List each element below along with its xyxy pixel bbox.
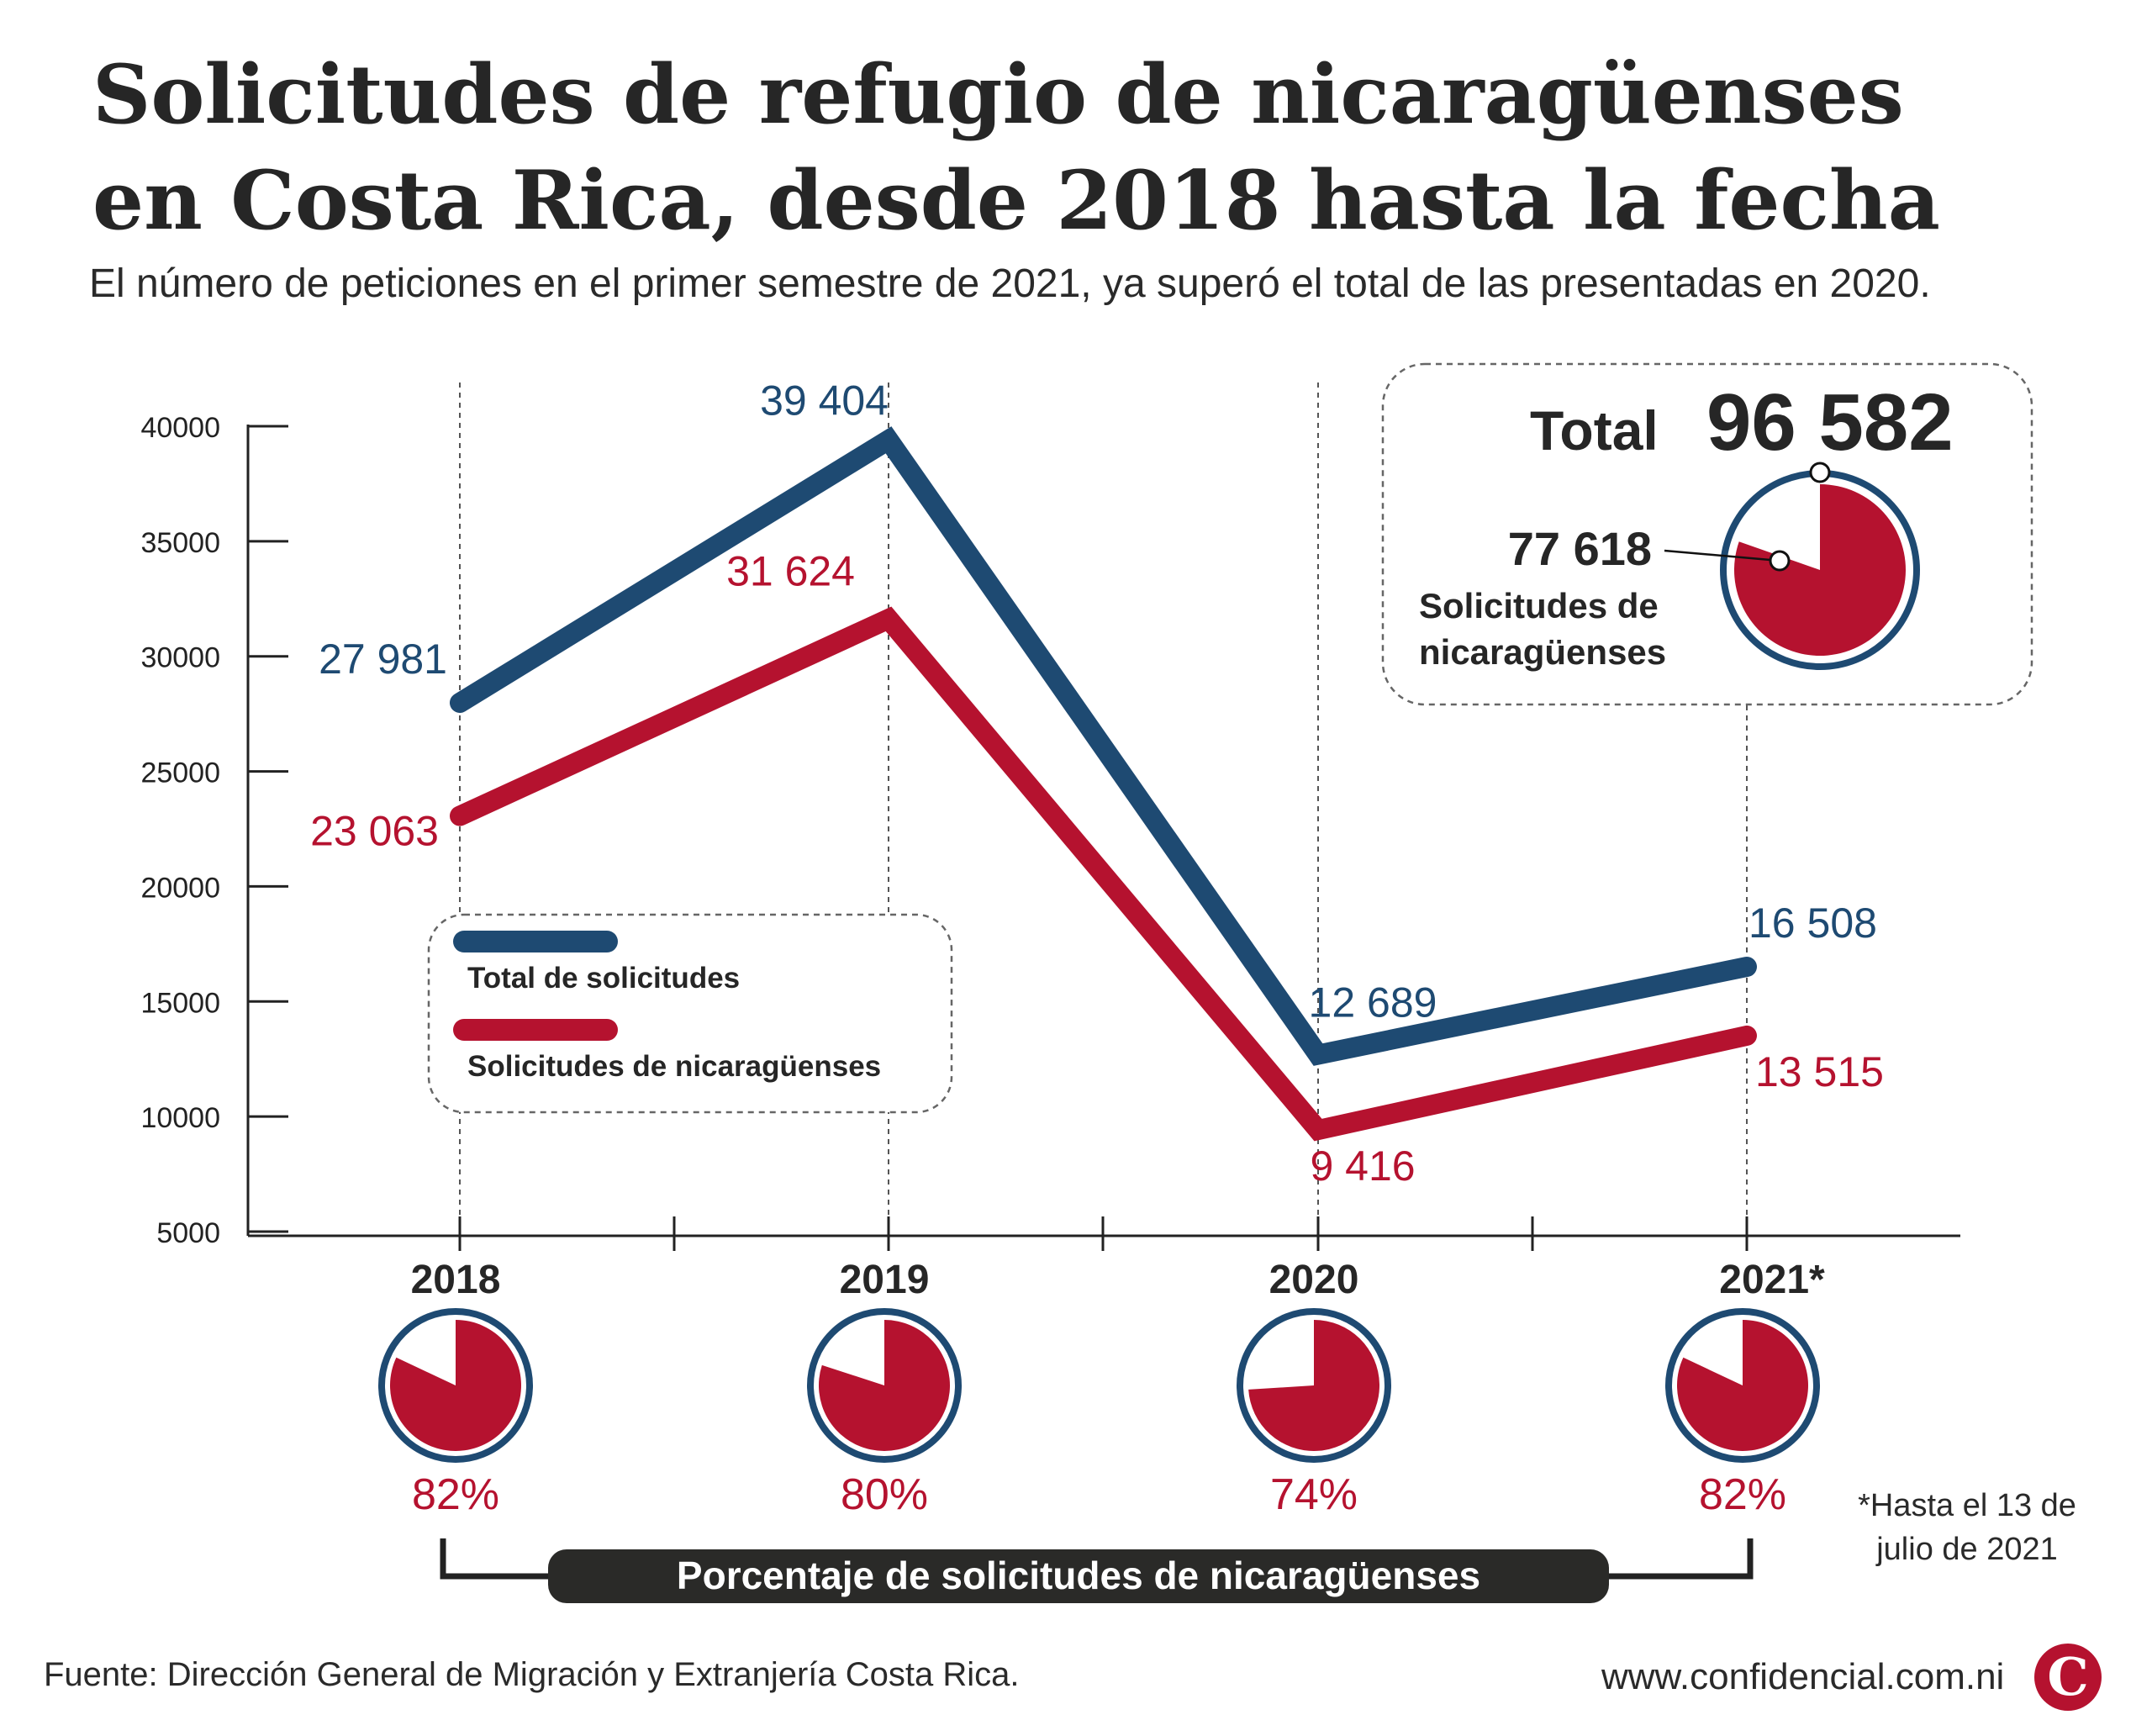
y-tick-label: 20000: [140, 872, 220, 904]
percentage-caption: Porcentaje de solicitudes de nicaragüens…: [677, 1554, 1480, 1597]
brand-logo: C: [2034, 1644, 2102, 1711]
percentage-pies: 82% 80% 74% 82%: [378, 1308, 1820, 1519]
percentage-bracket: Porcentaje de solicitudes de nicaragüens…: [440, 1538, 1754, 1603]
total-value: 96 582: [1706, 377, 1954, 467]
year-label: 2021*: [1719, 1258, 1825, 1302]
point-label: 13 515: [1755, 1048, 1884, 1095]
nica-total-label: Solicitudes de: [1419, 586, 1659, 625]
legend: Total de solicitudes Solicitudes de nicar…: [427, 913, 953, 1114]
y-tick-label: 35000: [140, 527, 220, 559]
y-tick-label: 30000: [140, 642, 220, 674]
percentage-label: 82%: [412, 1470, 499, 1519]
pie-slice: [1248, 1320, 1379, 1452]
chart-title: Solicitudes de refugio de nicaragüenses …: [92, 47, 1940, 248]
point-label: 16 508: [1748, 900, 1877, 947]
pie-slice: [1734, 484, 1906, 656]
footnote-line: *Hasta el 13 de: [1858, 1488, 2076, 1523]
percentage-pie: [1665, 1308, 1820, 1463]
legend-label: Total de solicitudes: [467, 962, 740, 995]
y-tick-label: 25000: [140, 757, 220, 789]
total-pie: [1720, 470, 1920, 670]
percentage-label: 82%: [1699, 1470, 1786, 1519]
callout-line: [1664, 549, 1780, 562]
footnote: *Hasta el 13 de julio de 2021: [1828, 1484, 2106, 1571]
pie-slice: [389, 1320, 521, 1452]
series-line: [450, 606, 1757, 1142]
y-tick-label: 40000: [140, 412, 220, 444]
point-label: 23 063: [310, 808, 439, 855]
total-label: Total: [1530, 399, 1659, 462]
source-note: Fuente: Dirección General de Migración y…: [44, 1656, 1020, 1693]
series-line: [450, 426, 1757, 1066]
percentage-label: 74%: [1270, 1470, 1358, 1519]
pie-slice: [1677, 1320, 1808, 1452]
series-lines: [450, 426, 1757, 1142]
legend-label: Solicitudes de nicaragüenses: [467, 1050, 881, 1083]
point-labels: 27 981 39 404 12 689 16 508 23 063 31 624 9 41…: [310, 377, 1884, 1190]
y-tick-label: 15000: [140, 987, 220, 1019]
legend-box: [427, 913, 953, 1114]
total-box: Total 96 582 77 618 Solicitudes de nicaragüe…: [1381, 362, 2033, 706]
website-link[interactable]: www.confidencial.com.ni: [1601, 1656, 2005, 1697]
point-label: 12 689: [1309, 979, 1437, 1026]
year-label: 2019: [840, 1258, 930, 1302]
year-label: 2018: [411, 1258, 501, 1302]
callout-dot: [1769, 550, 1791, 572]
y-tick-label: 5000: [156, 1217, 220, 1249]
nica-total-label: nicaragüenses: [1419, 632, 1666, 672]
percentage-pie: [378, 1308, 533, 1463]
chart-subtitle: El número de peticiones en el primer sem…: [89, 261, 1931, 306]
year-label: 2020: [1269, 1258, 1359, 1302]
percentage-pie: [807, 1308, 962, 1463]
point-label: 31 624: [726, 547, 855, 594]
y-tick-label: 10000: [140, 1102, 220, 1134]
pie-slice: [819, 1320, 951, 1451]
percentage-label: 80%: [841, 1470, 928, 1519]
point-label: 27 981: [319, 636, 447, 683]
point-label: 39 404: [760, 377, 889, 424]
callout-dot: [1809, 462, 1831, 483]
nica-total-value: 77 618: [1508, 522, 1652, 575]
axes: 5000 10000 15000 20000 25000 30000 35000 40000: [140, 412, 1960, 1251]
footnote-line: julio de 2021: [1876, 1532, 2058, 1567]
caption-bar: [548, 1549, 1609, 1603]
point-label: 9 416: [1310, 1142, 1415, 1190]
year-labels: 2018 2019 2020 2021*: [411, 1258, 1825, 1302]
percentage-pie: [1237, 1308, 1391, 1463]
